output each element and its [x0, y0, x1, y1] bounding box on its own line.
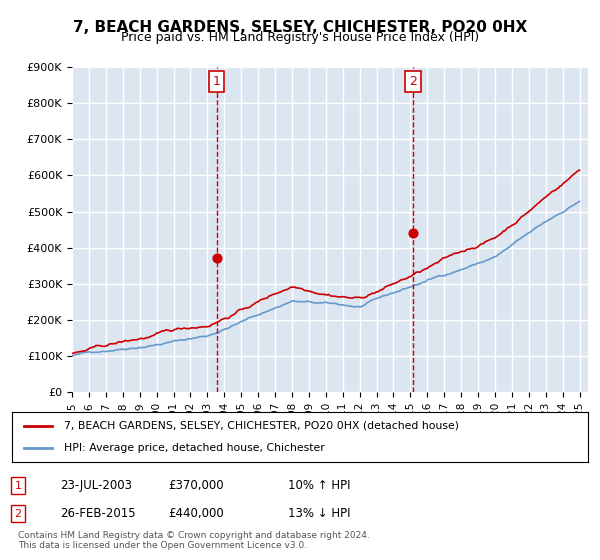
Text: 26-FEB-2015: 26-FEB-2015: [60, 507, 136, 520]
Text: 7, BEACH GARDENS, SELSEY, CHICHESTER, PO20 0HX: 7, BEACH GARDENS, SELSEY, CHICHESTER, PO…: [73, 20, 527, 35]
Text: 1: 1: [213, 75, 221, 88]
Point: [212, 254, 221, 263]
Text: 2: 2: [14, 508, 22, 519]
Text: 10% ↑ HPI: 10% ↑ HPI: [288, 479, 350, 492]
Text: £440,000: £440,000: [168, 507, 224, 520]
Text: 23-JUL-2003: 23-JUL-2003: [60, 479, 132, 492]
Point: [408, 228, 418, 237]
Text: £370,000: £370,000: [168, 479, 224, 492]
Text: 2: 2: [409, 75, 417, 88]
Text: Price paid vs. HM Land Registry's House Price Index (HPI): Price paid vs. HM Land Registry's House …: [121, 31, 479, 44]
Text: 7, BEACH GARDENS, SELSEY, CHICHESTER, PO20 0HX (detached house): 7, BEACH GARDENS, SELSEY, CHICHESTER, PO…: [64, 421, 459, 431]
Text: 13% ↓ HPI: 13% ↓ HPI: [288, 507, 350, 520]
Text: 1: 1: [14, 480, 22, 491]
Text: HPI: Average price, detached house, Chichester: HPI: Average price, detached house, Chic…: [64, 443, 325, 453]
Text: Contains HM Land Registry data © Crown copyright and database right 2024.
This d: Contains HM Land Registry data © Crown c…: [18, 530, 370, 550]
